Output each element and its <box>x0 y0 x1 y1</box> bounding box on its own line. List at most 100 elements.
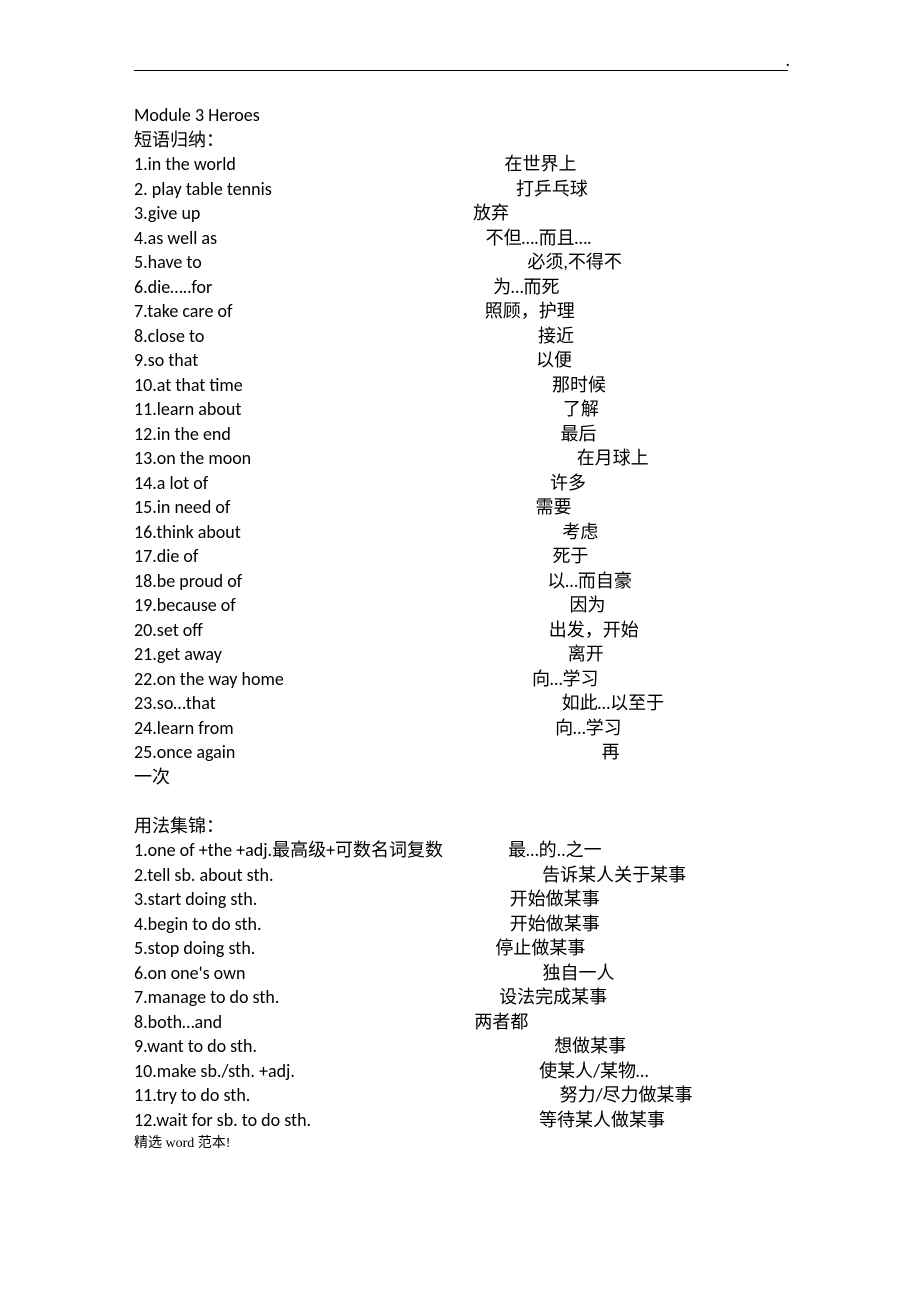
vocabulary-row: 8.close to 接近 <box>134 324 788 349</box>
vocabulary-row: 12.wait for sb. to do sth. 等待某人做某事 <box>134 1108 788 1133</box>
entry-chinese: 最后 <box>560 422 596 447</box>
entry-spacing <box>245 961 542 986</box>
vocabulary-row: 4.as well as 不但….而且…. <box>134 226 788 251</box>
entry-chinese: 等待某人做某事 <box>539 1108 665 1133</box>
entry-english: 10.make sb./sth. +adj. <box>134 1059 295 1084</box>
vocabulary-row: 5.stop doing sth. 停止做某事 <box>134 936 788 961</box>
entry-chinese: 在月球上 <box>577 446 649 471</box>
entry-english: 9.so that <box>134 348 198 373</box>
entry-english: 23.so…that <box>134 691 216 716</box>
entry-english: 3.give up <box>134 201 200 226</box>
section-title-usages: 用法集锦： <box>134 814 788 839</box>
vocabulary-row: 19.because of 因为 <box>134 593 788 618</box>
entry-chinese: 不但….而且…. <box>486 226 592 251</box>
entry-spacing <box>242 569 547 594</box>
entry-chinese: 向…学习 <box>555 716 621 741</box>
vocabulary-row: 6.die…..for 为…而死 <box>134 275 788 300</box>
entry-chinese: 努力/尽力做某事 <box>560 1083 693 1108</box>
vocabulary-row: 22.on the way home 向…学习 <box>134 667 788 692</box>
vocabulary-row: 11.try to do sth. 努力/尽力做某事 <box>134 1083 788 1108</box>
entry-chinese: 出发，开始 <box>549 618 639 643</box>
vocabulary-row: 10.at that time 那时候 <box>134 373 788 398</box>
vocabulary-row: 11.learn about 了解 <box>134 397 788 422</box>
entry-chinese: 因为 <box>569 593 605 618</box>
vocabulary-row: 25.once again 再 <box>134 740 788 765</box>
entry-spacing <box>241 520 562 545</box>
entry-english: 15.in need of <box>134 495 230 520</box>
vocabulary-row: 1.one of +the +adj.最高级+可数名词复数 最…的..之一 <box>134 838 788 863</box>
entry-english: 7.take care of <box>134 299 232 324</box>
section-title-text: 用法集锦： <box>134 814 224 839</box>
vocabulary-row: 23.so…that 如此…以至于 <box>134 691 788 716</box>
entry-chinese: 死于 <box>552 544 588 569</box>
entry-chinese: 了解 <box>563 397 599 422</box>
vocabulary-row: 12.in the end 最后 <box>134 422 788 447</box>
entry-english: 11.try to do sth. <box>134 1083 250 1108</box>
entry-english: 25.once again <box>134 740 235 765</box>
entry-chinese: 使某人/某物… <box>539 1059 648 1084</box>
entry-chinese: 在世界上 <box>504 152 576 177</box>
entry-english: 8.close to <box>134 324 204 349</box>
vocabulary-row: 14.a lot of 许多 <box>134 471 788 496</box>
entry-english: 20.set off <box>134 618 203 643</box>
entry-chinese: 开始做某事 <box>510 887 600 912</box>
entry-english: 5.have to <box>134 250 202 275</box>
entry-spacing <box>222 1010 474 1035</box>
entry-spacing <box>230 495 535 520</box>
entry-english: 2.tell sb. about sth. <box>134 863 274 888</box>
entry-chinese: 照顾，护理 <box>485 299 575 324</box>
entry-english: 13.on the moon <box>134 446 251 471</box>
entry-chinese: 接近 <box>538 324 574 349</box>
entry-chinese: 再 <box>602 740 620 765</box>
entry-spacing <box>279 985 499 1010</box>
entry-spacing <box>217 226 486 251</box>
entry-spacing <box>274 863 543 888</box>
entry-spacing <box>216 691 562 716</box>
entry-spacing <box>443 838 508 863</box>
entry-english: 1.one of +the +adj.最高级+可数名词复数 <box>134 838 443 863</box>
section-title-phrases: 短语归纳： <box>134 128 788 153</box>
entry-spacing <box>234 716 555 741</box>
wrap-text: 一次 <box>134 765 170 790</box>
entry-spacing <box>257 887 509 912</box>
entry-english: 8.both…and <box>134 1010 222 1035</box>
entry-spacing <box>262 912 510 937</box>
vocabulary-row: 9.so that 以便 <box>134 348 788 373</box>
entry-english: 4.as well as <box>134 226 217 251</box>
document-page: Module 3 Heroes 短语归纳： 1.in the world 在世界… <box>0 0 920 1192</box>
vocabulary-row: 9.want to do sth. 想做某事 <box>134 1034 788 1059</box>
entry-chinese: 考虑 <box>562 520 598 545</box>
entry-spacing <box>284 667 532 692</box>
entry-english: 14.a lot of <box>134 471 208 496</box>
entry-chinese: 为…而死 <box>493 275 559 300</box>
vocabulary-row: 15.in need of 需要 <box>134 495 788 520</box>
entry-chinese: 以便 <box>536 348 572 373</box>
entry-chinese: 想做某事 <box>554 1034 626 1059</box>
usages-list: 1.one of +the +adj.最高级+可数名词复数 最…的..之一2.t… <box>134 838 788 1132</box>
entry-english: 4.begin to do sth. <box>134 912 262 937</box>
entry-english: 12.wait for sb. to do sth. <box>134 1108 311 1133</box>
entry-spacing <box>257 1034 554 1059</box>
vocabulary-row: 16.think about 考虑 <box>134 520 788 545</box>
vocabulary-row: 17.die of 死于 <box>134 544 788 569</box>
entry-spacing <box>212 275 493 300</box>
top-horizontal-rule <box>134 70 788 71</box>
entry-spacing <box>236 593 570 618</box>
vocabulary-row: 21.get away 离开 <box>134 642 788 667</box>
phrases-wrap-line: 一次 <box>134 765 788 790</box>
entry-english: 24.learn from <box>134 716 234 741</box>
entry-chinese: 放弃 <box>473 201 509 226</box>
entry-spacing <box>243 373 552 398</box>
vocabulary-row: 10.make sb./sth. +adj. 使某人/某物… <box>134 1059 788 1084</box>
phrases-list: 1.in the world 在世界上2. play table tennis … <box>134 152 788 765</box>
entry-english: 19.because of <box>134 593 236 618</box>
entry-english: 7.manage to do sth. <box>134 985 279 1010</box>
vocabulary-row: 5.have to 必须,不得不 <box>134 250 788 275</box>
entry-spacing <box>198 544 552 569</box>
vocabulary-row: 20.set off 出发，开始 <box>134 618 788 643</box>
entry-english: 22.on the way home <box>134 667 284 692</box>
entry-spacing <box>232 299 484 324</box>
entry-spacing <box>255 936 495 961</box>
entry-english: 6.on one's own <box>134 961 245 986</box>
entry-chinese: 设法完成某事 <box>499 985 607 1010</box>
